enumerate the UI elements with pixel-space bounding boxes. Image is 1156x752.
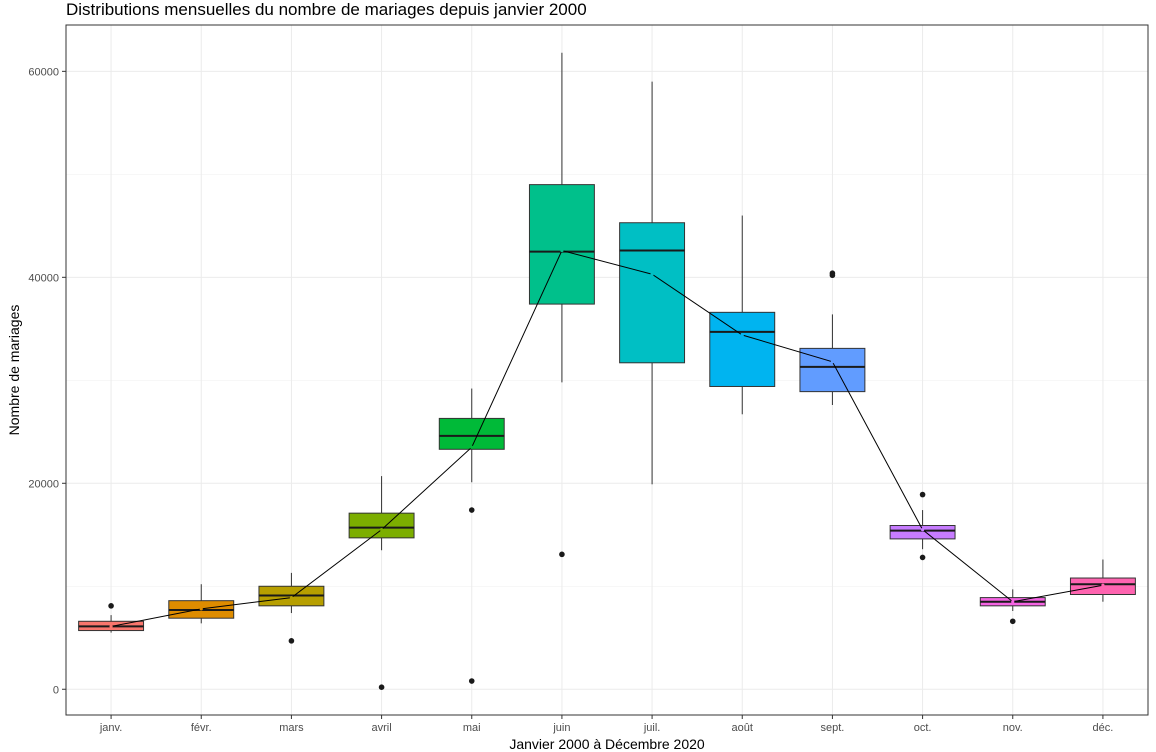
- mean-point: [650, 272, 654, 276]
- y-tick-label: 20000: [28, 478, 59, 490]
- mean-point: [1011, 600, 1015, 604]
- outlier-point: [468, 507, 475, 513]
- box-3: [348, 476, 415, 690]
- outlier-point: [1009, 618, 1016, 625]
- x-tick-label: févr.: [191, 722, 212, 734]
- x-tick-label: avril: [371, 722, 391, 734]
- outlier-point: [108, 603, 114, 609]
- box-layer: [78, 52, 1136, 690]
- outlier-point: [919, 554, 926, 561]
- outlier-point: [288, 638, 295, 644]
- x-tick-label: mars: [279, 722, 304, 734]
- plot-border: [65, 24, 1149, 716]
- mean-point: [830, 360, 835, 364]
- y-axis-title: Nombre de mariages: [6, 305, 22, 436]
- outlier-point: [378, 684, 385, 690]
- mean-point: [1101, 583, 1105, 587]
- x-axis-title: Janvier 2000 à Décembre 2020: [509, 736, 705, 752]
- mean-line-layer: [109, 248, 1105, 629]
- mean-point: [109, 624, 113, 629]
- mean-point: [560, 248, 564, 253]
- chart-title: Distributions mensuelles du nombre de ma…: [66, 0, 587, 19]
- outlier-point: [829, 272, 836, 279]
- x-tick-label: mai: [463, 722, 481, 734]
- mean-point: [740, 333, 744, 337]
- box-4: [438, 388, 505, 684]
- x-tick-label: déc.: [1093, 722, 1114, 734]
- x-tick-label: juin: [552, 722, 570, 734]
- box-body: [889, 525, 956, 540]
- outlier-point: [559, 551, 565, 558]
- box-body: [528, 184, 595, 305]
- mean-point: [379, 528, 384, 532]
- x-tick-label: oct.: [914, 722, 932, 734]
- y-tick-label: 60000: [28, 66, 59, 78]
- x-tick-label: juil.: [643, 722, 661, 734]
- mean-point: [470, 445, 474, 449]
- outlier-point: [919, 491, 926, 498]
- box-body: [619, 222, 686, 364]
- box-7: [709, 215, 776, 415]
- y-tick-label: 40000: [28, 272, 59, 284]
- box-body: [709, 311, 776, 387]
- x-tick-label: nov.: [1003, 722, 1023, 734]
- box-body: [438, 417, 505, 450]
- y-tick-label: 0: [53, 684, 59, 696]
- x-tick-label: août: [732, 722, 753, 734]
- box-6: [619, 81, 686, 485]
- mean-line: [110, 249, 1104, 627]
- mean-point: [920, 528, 925, 532]
- box-body: [348, 512, 415, 539]
- axis-layer: 0 20000 40000 60000 janv. févr. mars avril mai ju…: [28, 66, 1113, 734]
- outlier-point: [468, 678, 475, 684]
- mean-point: [199, 607, 203, 611]
- mean-point: [289, 595, 294, 600]
- plot-panel: [66, 25, 1148, 715]
- x-tick-label: janv.: [99, 722, 122, 734]
- x-tick-label: sept.: [820, 722, 844, 734]
